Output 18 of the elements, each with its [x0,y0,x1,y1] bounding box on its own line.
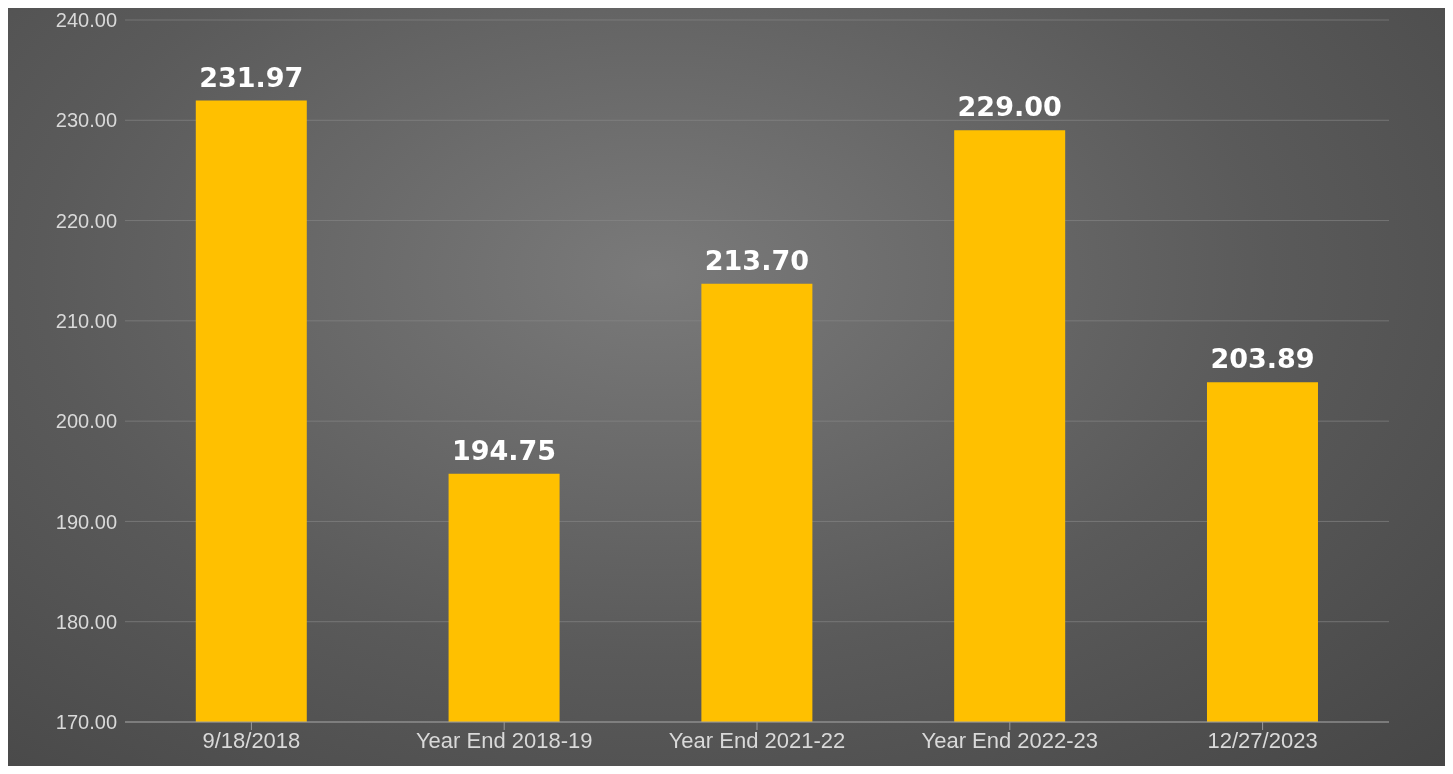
data-label: 194.75 [451,434,557,466]
data-label: 213.70 [704,244,809,276]
y-tick-label: 170.00 [55,711,117,734]
x-tick-label: Year End 2021-22 [668,727,846,753]
y-tick-label: 240.00 [55,9,117,32]
y-tick-label: 230.00 [55,109,117,132]
y-tick-label: 220.00 [55,209,117,232]
y-tick-label: 190.00 [55,510,117,533]
x-tick-label: 12/27/2023 [1207,727,1318,753]
data-label: 203.89 [1210,343,1315,375]
data-label: 229.00 [957,91,1062,123]
y-tick-label: 180.00 [55,610,117,633]
x-tick-label: Year End 2018-19 [415,727,593,753]
y-tick-label: 200.00 [55,410,117,433]
x-tick-label: 9/18/2018 [202,727,301,753]
data-label: 231.97 [199,61,304,93]
x-tick-label: Year End 2022-23 [921,727,1099,753]
y-tick-label: 210.00 [55,309,117,332]
